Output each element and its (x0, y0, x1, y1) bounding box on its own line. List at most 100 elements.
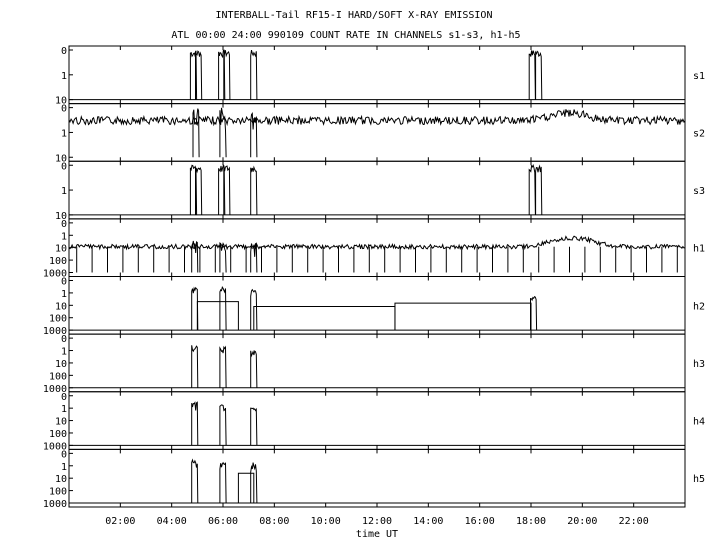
y-tick-label-h3: 1000 (43, 384, 67, 395)
burst-h5-0 (191, 458, 199, 504)
burst-h4-0 (191, 401, 199, 446)
y-tick-label-h1: 1 (61, 231, 67, 242)
y-tick-label-s2: 1 (61, 128, 67, 139)
y-tick-label-h1: 10 (55, 244, 67, 255)
step-h5-0 (237, 472, 255, 503)
burst-s1-6 (535, 50, 543, 100)
burst-h2-3 (530, 296, 538, 331)
burst-s2-2 (250, 112, 258, 158)
burst-s1-2 (218, 49, 226, 100)
burst-s3-5 (528, 163, 536, 215)
burst-h2-1 (219, 285, 227, 331)
x-tick-label: 20:00 (567, 516, 597, 527)
burst-h5-1 (219, 461, 227, 504)
y-tick-label-h2: 0 (61, 277, 67, 288)
x-tick-label: 22:00 (619, 516, 649, 527)
y-tick-label-h1: 1000 (43, 269, 67, 280)
y-tick-label-h3: 10 (55, 359, 67, 370)
step-h2-2 (394, 302, 532, 331)
x-tick-label: 06:00 (208, 516, 238, 527)
series-line-h1 (68, 235, 686, 251)
y-tick-label-h5: 1 (61, 462, 67, 473)
burst-h4-2 (250, 407, 258, 446)
burst-h1-2 (250, 242, 258, 273)
y-tick-label-h1: 100 (49, 256, 67, 267)
burst-h2-2 (250, 288, 258, 331)
burst-h5-2 (250, 462, 258, 504)
panel-label-s1: s1 (693, 71, 705, 82)
y-tick-label-s1: 1 (61, 71, 67, 82)
y-tick-label-h5: 0 (61, 449, 67, 460)
series-line-s2 (68, 109, 686, 127)
burst-s1-4 (250, 49, 258, 100)
burst-s2-1 (219, 107, 227, 158)
y-tick-label-h4: 0 (61, 392, 67, 403)
panel-frame-h4 (68, 391, 686, 450)
y-tick-label-h3: 100 (49, 371, 67, 382)
panel-label-h2: h2 (693, 301, 705, 312)
y-tick-label-s3: 10 (55, 211, 67, 222)
x-tick-label: 10:00 (311, 516, 341, 527)
x-tick-label: 04:00 (157, 516, 187, 527)
panel-label-s3: s3 (693, 186, 705, 197)
x-tick-label: 16:00 (465, 516, 495, 527)
x-tick-label: 02:00 (105, 516, 135, 527)
y-tick-label-h2: 1 (61, 289, 67, 300)
step-h2-0 (196, 301, 239, 331)
x-tick-label: 14:00 (413, 516, 443, 527)
panel-frame-h5 (68, 448, 686, 508)
panel-frame-h3 (68, 333, 686, 393)
burst-h3-0 (191, 345, 199, 388)
burst-s1-1 (195, 50, 203, 100)
y-tick-label-s3: 1 (61, 186, 67, 197)
chart-title: INTERBALL-Tail RF15-I HARD/SOFT X-RAY EM… (216, 10, 493, 21)
burst-h4-1 (219, 404, 227, 446)
y-tick-label-s2: 0 (61, 104, 67, 115)
panel-frame-h2 (68, 276, 686, 335)
x-tick-label: 08:00 (259, 516, 289, 527)
y-tick-label-h5: 1000 (43, 499, 67, 510)
y-tick-label-h2: 1000 (43, 326, 67, 337)
y-tick-label-h5: 100 (49, 487, 67, 498)
panel-frame-s1 (68, 45, 686, 105)
burst-h1-0 (191, 240, 199, 273)
panel-frame-s3 (68, 160, 686, 220)
burst-s3-6 (535, 164, 543, 215)
y-tick-label-h3: 0 (61, 334, 67, 345)
y-tick-label-s2: 10 (55, 153, 67, 164)
burst-s3-4 (250, 165, 258, 215)
y-tick-label-h3: 1 (61, 347, 67, 358)
panel-label-s2: s2 (693, 128, 705, 139)
panel-label-h1: h1 (693, 244, 705, 255)
y-tick-label-h2: 100 (49, 314, 67, 325)
burst-h2-0 (191, 286, 199, 331)
burst-s1-3 (223, 50, 231, 100)
y-tick-label-h1: 0 (61, 219, 67, 230)
y-tick-label-h5: 10 (55, 474, 67, 485)
burst-h1-1 (219, 242, 227, 273)
chart-subtitle: ATL 00:00 24:00 990109 COUNT RATE IN CHA… (171, 30, 520, 41)
burst-h3-1 (219, 345, 227, 388)
y-tick-label-h4: 100 (49, 429, 67, 440)
y-tick-label-h4: 1 (61, 404, 67, 415)
panel-label-h4: h4 (693, 417, 705, 428)
x-axis-label: time UT (356, 529, 398, 540)
panel-label-h5: h5 (693, 474, 705, 485)
y-tick-label-h4: 1000 (43, 441, 67, 452)
y-tick-label-s3: 0 (61, 161, 67, 172)
y-tick-label-s1: 10 (55, 96, 67, 107)
burst-s2-0 (192, 108, 200, 158)
step-h2-1 (253, 306, 396, 331)
panels-group: 0110s10110s20110s301101001000h1011010010… (43, 45, 705, 527)
panel-label-h3: h3 (693, 359, 705, 370)
y-tick-label-s1: 0 (61, 46, 67, 57)
burst-s3-3 (223, 165, 231, 215)
x-tick-label: 18:00 (516, 516, 546, 527)
burst-s3-1 (195, 166, 203, 215)
panel-frame-s2 (68, 103, 686, 162)
y-tick-label-h4: 10 (55, 417, 67, 428)
burst-s1-5 (528, 50, 536, 100)
burst-h3-2 (250, 350, 258, 388)
x-tick-label: 12:00 (362, 516, 392, 527)
